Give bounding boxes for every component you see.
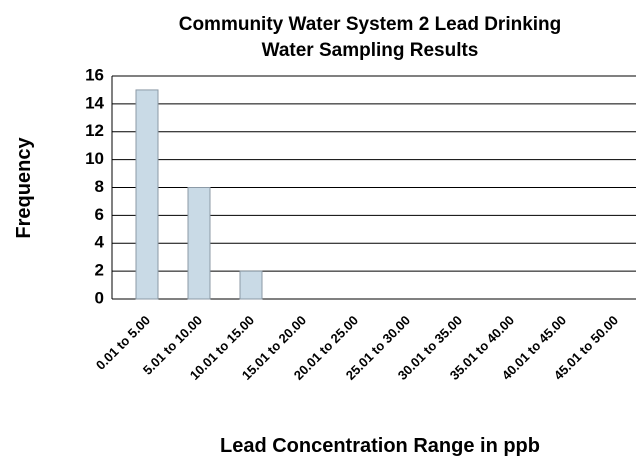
y-tick-label: 16 — [85, 65, 104, 84]
y-tick-label: 2 — [95, 261, 104, 280]
x-axis-label: Lead Concentration Range in ppb — [220, 435, 540, 457]
y-tick-label: 12 — [85, 121, 104, 140]
y-axis-label: Frequency — [13, 137, 35, 239]
bar — [135, 89, 159, 300]
bar — [239, 270, 263, 300]
chart-title: Community Water System 2 Lead Drinking — [179, 14, 562, 35]
y-tick-label: 4 — [95, 233, 105, 252]
y-tick-label: 8 — [95, 177, 104, 196]
y-tick-label: 6 — [95, 205, 104, 224]
bar — [187, 187, 211, 300]
y-tick-label: 14 — [85, 93, 104, 112]
chart-title: Water Sampling Results — [262, 40, 479, 61]
y-tick-label: 0 — [95, 288, 104, 307]
y-tick-label: 10 — [85, 149, 104, 168]
